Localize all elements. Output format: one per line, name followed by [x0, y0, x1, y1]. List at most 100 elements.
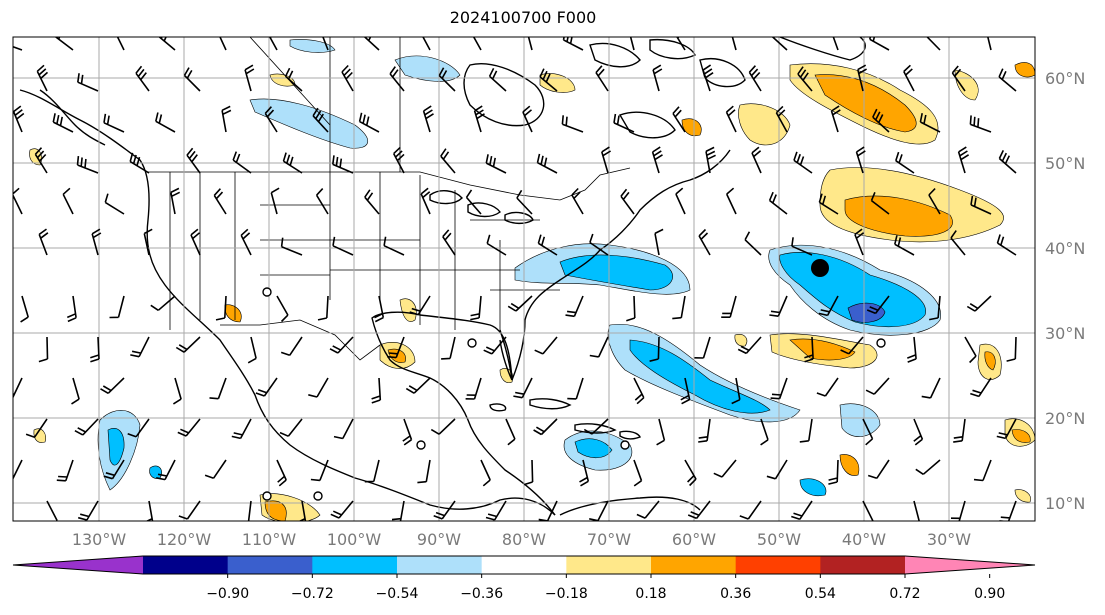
- wind-barb: [56, 459, 74, 482]
- wind-barb: [100, 377, 125, 394]
- wind-barb: [440, 148, 456, 174]
- wind-barb: [186, 147, 201, 174]
- wind-barb: [264, 106, 278, 133]
- wind-barb: [363, 37, 380, 51]
- lat-label: 60°N: [1045, 69, 1085, 88]
- wind-barb: [698, 418, 711, 443]
- wind-barb: [341, 64, 354, 92]
- wind-barb: [310, 459, 329, 482]
- wind-barb: [322, 37, 329, 51]
- wind-barb: [684, 459, 697, 487]
- wind-barb: [799, 418, 813, 443]
- wind-barb: [870, 191, 890, 215]
- wind-barb: [793, 151, 813, 174]
- wind-barb: [970, 195, 992, 215]
- wind-barb: [364, 459, 380, 483]
- wind-barb: [268, 37, 278, 51]
- lon-label: 40°W: [842, 530, 886, 549]
- wind-barb: [209, 377, 227, 400]
- wind-barb: [970, 377, 992, 398]
- wind-barb: [865, 377, 890, 395]
- wind-barb: [255, 377, 278, 397]
- colorbar-tick-label: −0.36: [460, 586, 503, 602]
- wind-barb: [90, 336, 100, 363]
- wind-barb: [869, 37, 890, 51]
- wind-barb: [751, 146, 762, 174]
- wind-barb: [973, 459, 992, 482]
- colorbar-tick-label: 0.72: [889, 586, 920, 602]
- wind-barb: [534, 336, 558, 355]
- wind-barb: [636, 500, 660, 519]
- wind-barb: [52, 113, 74, 133]
- wind-barb: [330, 500, 354, 519]
- wind-barb: [438, 67, 456, 92]
- wind-barb: [76, 156, 99, 174]
- lat-label: 40°N: [1045, 239, 1085, 258]
- wind-barb: [409, 295, 431, 316]
- lat-label: 20°N: [1045, 409, 1085, 428]
- wind-barb: [537, 234, 558, 256]
- wind-barb: [613, 113, 635, 133]
- wind-barb: [244, 64, 255, 92]
- wind-barb: [649, 336, 660, 362]
- colorbar-swatch: [735, 556, 821, 574]
- wind-barb: [516, 189, 533, 215]
- wind-barb: [601, 146, 612, 174]
- wind-barb: [430, 418, 456, 435]
- colorbar-swatch: [566, 556, 652, 574]
- wind-barb: [104, 193, 125, 215]
- wind-barb: [55, 37, 74, 51]
- wind-barb: [470, 295, 482, 321]
- wind-barb: [276, 459, 287, 487]
- wind-barb: [533, 418, 558, 436]
- lon-label: 120°W: [157, 530, 212, 549]
- wind-barb: [71, 377, 80, 405]
- wind-barb: [175, 336, 201, 353]
- wind-barb: [103, 113, 125, 133]
- wind-barb: [34, 147, 48, 174]
- wind-barb: [872, 108, 890, 133]
- wind-barb: [135, 65, 150, 92]
- wind-barb: [739, 500, 762, 520]
- wind-barb: [38, 228, 49, 256]
- wind-barb: [523, 459, 534, 486]
- wind-barb: [589, 500, 609, 521]
- wind-barb: [672, 295, 686, 320]
- wind-barb: [130, 336, 150, 358]
- wind-barb: [405, 377, 431, 394]
- wind-barb: [748, 65, 762, 92]
- colorbar-extend-high: [905, 556, 1035, 574]
- wind-barb: [950, 230, 966, 256]
- wind-barb: [828, 459, 839, 485]
- wind-barb: [539, 68, 558, 92]
- wind-barb: [486, 234, 507, 256]
- wind-barb: [465, 377, 482, 400]
- wind-barb: [562, 37, 584, 51]
- wind-barb: [507, 295, 533, 312]
- wind-barb: [389, 66, 405, 92]
- wind-barb: [77, 500, 99, 521]
- wind-barb: [705, 146, 716, 174]
- wind-barb: [713, 459, 737, 478]
- wind-barb: [926, 37, 941, 51]
- wind-barb: [13, 187, 23, 215]
- wind-barb: [987, 37, 992, 51]
- wind-barb: [472, 37, 482, 51]
- wind-barb: [907, 336, 917, 363]
- lon-label: 30°W: [927, 530, 971, 549]
- graticule: [13, 37, 1035, 521]
- wind-barb: [957, 146, 970, 174]
- map-title: 2024100700 F000: [449, 8, 597, 27]
- wind-barb: [221, 105, 232, 133]
- wind-barb: [830, 105, 841, 133]
- wind-barb: [329, 336, 354, 354]
- wind-barb: [832, 37, 839, 51]
- wind-barb: [240, 228, 252, 256]
- wind-barb: [109, 295, 125, 319]
- wind-barb: [172, 377, 182, 405]
- wind-barb: [913, 500, 920, 521]
- wind-barb: [402, 418, 413, 446]
- wind-barb: [840, 336, 864, 355]
- colorbar-tick-label: −0.90: [206, 586, 249, 602]
